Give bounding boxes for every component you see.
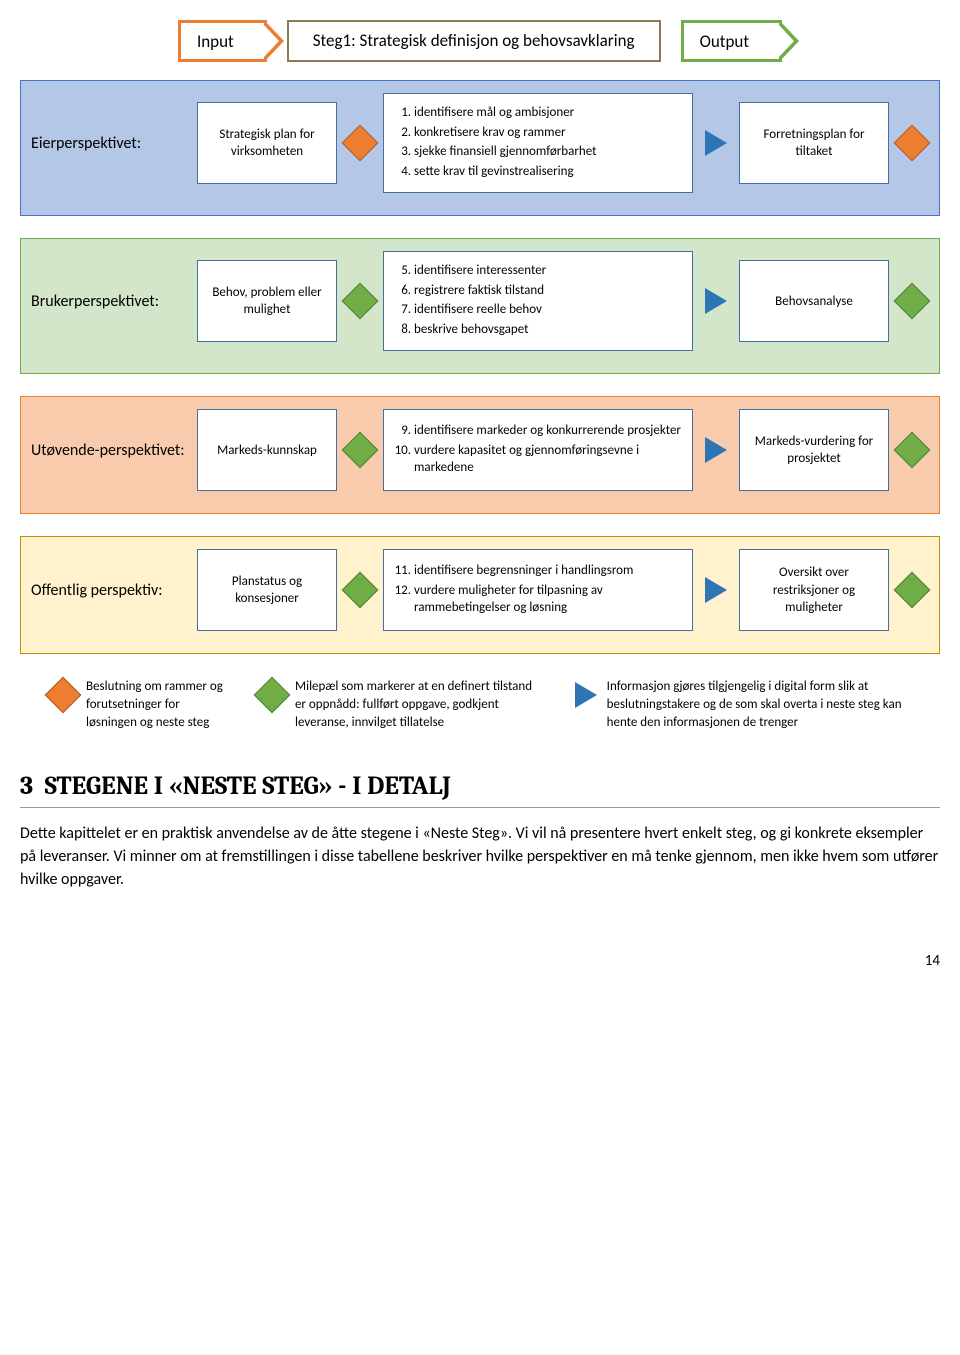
step-title: Steg1: Strategisk definisjon og behovsav… [313,30,635,51]
legend-shape [50,682,76,708]
output-box: Behovsanalyse [739,260,889,342]
legend-shape [575,682,597,708]
shape-slot [895,130,929,156]
step-item: registrere faktisk tilstand [414,282,546,300]
perspective-label: Offentlig perspektiv: [31,581,191,600]
steps-box: identifisere interessenter registrere fak… [383,251,693,351]
info-arrow-icon [575,682,597,708]
milestone-diamond-icon [894,283,931,320]
shape-slot [343,288,377,314]
decision-diamond-icon [45,677,82,714]
rows-container: Eierperspektivet: Strategisk plan for vir… [20,80,940,654]
shape-slot [895,437,929,463]
shape-slot [699,437,733,463]
step-item: vurdere kapasitet og gjennomføringsevne … [414,442,684,477]
milestone-diamond-icon [342,283,379,320]
shape-slot [343,130,377,156]
steps-box: identifisere begrensninger i handlingsro… [383,549,693,631]
input-box: Behov, problem eller mulighet [197,260,337,342]
step-item: identifisere begrensninger i handlingsro… [414,562,684,580]
milestone-diamond-icon [254,677,291,714]
shape-slot [895,577,929,603]
steps-box: identifisere mål og ambisjoner konkretise… [383,93,693,193]
step-item: konkretisere krav og rammer [414,124,596,142]
steps-box: identifisere markeder og konkurrerende p… [383,409,693,491]
diagram-header: Input Steg1: Strategisk definisjon og be… [20,20,940,62]
legend-item: Milepæl som markerer at en definert tils… [259,678,545,731]
section-heading: 3 STEGENE I «NESTE STEG» - I DETALJ [20,771,940,801]
legend-text: Informasjon gjøres tilgjengelig i digita… [607,678,930,731]
perspective-row-offentlig: Offentlig perspektiv: Planstatus og konse… [20,536,940,654]
step-item: identifisere reelle behov [414,301,546,319]
shape-slot [699,288,733,314]
step-item: beskrive behovsgapet [414,321,546,339]
step-item: identifisere mål og ambisjoner [414,104,596,122]
output-box: Markeds-vurdering for prosjektet [739,409,889,491]
step-item: vurdere muligheter for tilpasning av ram… [414,582,684,617]
info-arrow-icon [705,288,727,314]
perspective-row-eier: Eierperspektivet: Strategisk plan for vir… [20,80,940,216]
milestone-diamond-icon [894,572,931,609]
section-rule [20,807,940,808]
milestone-diamond-icon [894,432,931,469]
shape-slot [895,288,929,314]
perspective-row-bruker: Brukerperspektivet: Behov, problem eller … [20,238,940,374]
shape-slot [699,130,733,156]
section-title: STEGENE I «NESTE STEG» - I DETALJ [45,771,451,801]
step-item: sette krav til gevinstrealisering [414,163,596,181]
legend-item: Informasjon gjøres tilgjengelig i digita… [575,678,930,731]
input-label: Input [197,31,234,52]
section-number: 3 [20,771,33,801]
perspective-label: Brukerperspektivet: [31,292,191,311]
legend-shape [259,682,285,708]
output-label: Output [700,31,749,52]
legend: Beslutning om rammer og forutsetninger f… [50,678,930,731]
input-arrow: Input [178,20,267,62]
input-box: Markeds-kunnskap [197,409,337,491]
input-box: Planstatus og konsesjoner [197,549,337,631]
step-title-box: Steg1: Strategisk definisjon og behovsav… [287,20,661,62]
section-body: Dette kapittelet er en praktisk anvendel… [20,822,940,892]
step-item: identifisere markeder og konkurrerende p… [414,422,684,440]
shape-slot [343,577,377,603]
step-item: sjekke finansiell gjennomførbarhet [414,143,596,161]
page-number: 14 [20,952,940,970]
perspective-label: Utøvende-perspektivet: [31,441,191,460]
legend-text: Beslutning om rammer og forutsetninger f… [86,678,229,731]
milestone-diamond-icon [342,572,379,609]
output-box: Oversikt over restriksjoner og mulighete… [739,549,889,631]
info-arrow-icon [705,130,727,156]
info-arrow-icon [705,577,727,603]
decision-diamond-icon [342,125,379,162]
output-box: Forretningsplan for tiltaket [739,102,889,184]
shape-slot [699,577,733,603]
legend-text: Milepæl som markerer at en definert tils… [295,678,545,731]
milestone-diamond-icon [342,432,379,469]
step-item: identifisere interessenter [414,262,546,280]
output-arrow: Output [681,20,782,62]
perspective-row-utovende: Utøvende-perspektivet: Markeds-kunnskap id… [20,396,940,514]
input-box: Strategisk plan for virksomheten [197,102,337,184]
legend-item: Beslutning om rammer og forutsetninger f… [50,678,229,731]
info-arrow-icon [705,437,727,463]
shape-slot [343,437,377,463]
decision-diamond-icon [894,125,931,162]
perspective-label: Eierperspektivet: [31,134,191,153]
